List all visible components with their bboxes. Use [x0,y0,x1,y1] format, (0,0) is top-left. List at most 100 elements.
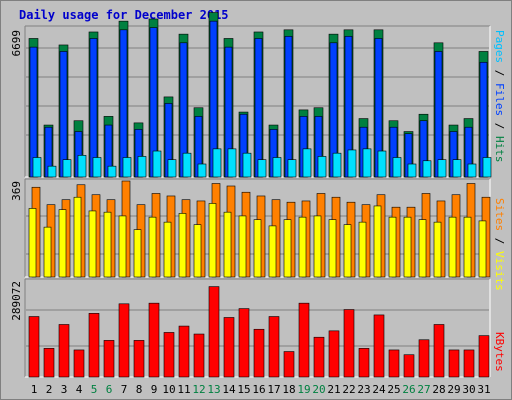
pages-bar [317,156,327,178]
x-tick-label: 20 [312,383,325,396]
visits-bar [208,203,217,278]
x-tick-label: 26 [402,383,415,396]
pages-bar [197,163,207,178]
visits-bar [28,208,37,278]
kbytes-bar [358,348,370,378]
kbytes-bar [328,330,340,378]
x-tick-label: 24 [372,383,386,396]
x-tick-label: 2 [46,383,53,396]
visits-bar [313,215,322,278]
x-tick-label: 21 [327,383,340,396]
kbytes-bar [118,303,130,378]
visits-bar [478,220,487,278]
visits-bar [358,221,367,278]
x-tick-label: 3 [61,383,68,396]
visits-bar [163,221,172,278]
x-tick-label: 16 [252,383,265,396]
kbytes-bar [373,314,385,378]
bottom-panel-legend: KBytes [493,332,506,372]
kbytes-bar [28,316,40,378]
x-tick-label: 15 [237,383,250,396]
kbytes-bar [283,351,295,378]
legend-item: KBytes [493,332,506,372]
visits-bar [103,211,112,278]
middle-panel-legend: Sites / Visits [493,198,506,291]
kbytes-bar [463,349,475,378]
x-tick-label: 6 [106,383,113,396]
kbytes-bar [403,354,415,378]
visits-bar [223,211,232,278]
legend-item: Hits [493,136,506,163]
pages-bar [347,149,357,178]
files-bar [254,38,263,178]
pages-bar [302,148,312,178]
legend-item: / [493,231,506,251]
kbytes-bar [478,335,490,378]
pages-bar [212,148,222,178]
visits-bar [133,229,142,278]
x-tick-label: 30 [462,383,475,396]
files-bar [284,36,293,178]
visits-bar [178,213,187,278]
x-tick-label: 31 [477,383,490,396]
x-tick-label: 1 [31,383,38,396]
kbytes-bar [448,349,460,378]
visits-bar [193,224,202,278]
x-tick-label: 8 [136,383,143,396]
x-tick-label: 17 [267,383,280,396]
kbytes-bar [388,349,400,378]
kbytes-bar [253,328,265,378]
visits-bar [388,216,397,278]
kbytes-bar [43,348,55,378]
visits-bar [253,219,262,278]
pages-bar [377,150,387,178]
kbytes-bar [133,340,145,378]
pages-bar [182,152,192,178]
x-tick-label: 22 [342,383,355,396]
pages-bar [332,152,342,178]
top-panel-legend: Pages / Files / Hits [493,30,506,163]
visits-bar [148,216,157,278]
legend-item: Sites [493,198,506,231]
visits-bar [43,226,52,278]
pages-bar [137,156,147,178]
pages-bar [107,165,117,178]
kbytes-bar [313,336,325,378]
x-tick-label: 19 [297,383,310,396]
kbytes-bar [163,332,175,378]
pages-bar [407,163,417,178]
visits-bar [373,205,382,278]
kbytes-bar [298,302,310,378]
x-tick-label: 25 [387,383,400,396]
pages-bar [437,159,447,178]
pages-bar [452,159,462,178]
pages-bar [272,157,282,178]
x-tick-label: 29 [447,383,460,396]
pages-bar [122,157,132,178]
visits-bar [268,225,277,278]
x-tick-label: 13 [207,383,220,396]
pages-bar [482,157,492,178]
chart-title: Daily usage for December 2015 [19,8,229,22]
files-bar [89,38,98,178]
pages-bar [287,159,297,178]
kbytes-bar [238,308,250,378]
x-tick-label: 23 [357,383,370,396]
visits-bar [343,224,352,278]
pages-bar [467,163,477,178]
files-bar [59,51,68,178]
visits-bar [403,216,412,278]
kbytes-bar [103,340,115,378]
x-tick-label: 18 [282,383,295,396]
kbytes-bar [73,349,85,378]
visits-bar [58,209,67,278]
visits-bar [73,196,82,278]
visits-bar [418,219,427,278]
visits-bar [298,216,307,278]
visits-bar [448,216,457,278]
visits-bar [283,219,292,278]
visits-bar [433,221,442,278]
pages-bar [47,165,57,178]
pages-bar [257,159,267,178]
